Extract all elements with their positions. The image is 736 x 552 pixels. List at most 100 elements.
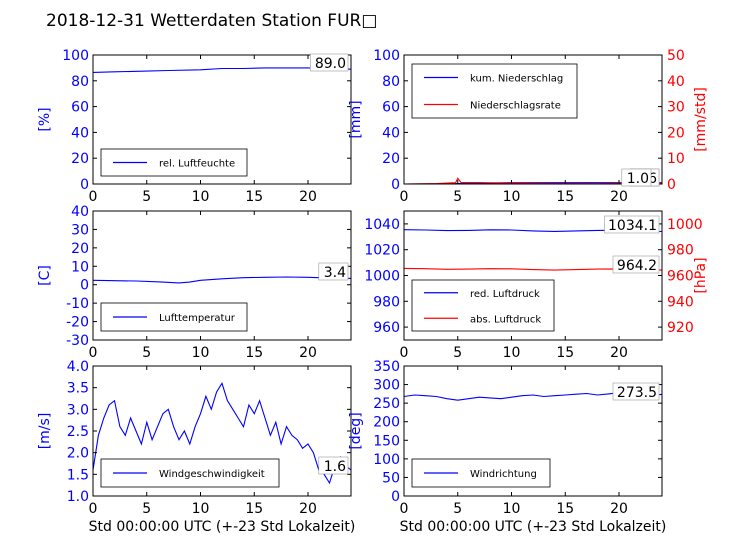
temperature-ytick-label: -30 (66, 333, 89, 349)
precip-y2tick-label: 40 (667, 74, 685, 90)
temperature-ytick-label: 0 (80, 278, 89, 294)
precip-frame (403, 54, 663, 185)
windspeed-legend-label: Windgeschwindigkeit (159, 469, 265, 480)
humidity-xtick-label: 15 (245, 189, 263, 205)
pressure-ytick-label: 1000 (364, 269, 400, 285)
pressure-y2tick-label: 920 (667, 320, 694, 336)
winddir-last-value: 273.5 (617, 385, 657, 401)
temperature-xtick-label: 0 (89, 345, 98, 361)
temperature-xtick-label: 10 (192, 345, 210, 361)
precip-last-value-overlay-box (621, 168, 652, 187)
humidity-ylabel: [%] (37, 107, 53, 131)
temperature-ytick-label: 10 (71, 259, 89, 275)
windspeed-legend (100, 458, 280, 488)
humidity-xtick-label: 20 (299, 189, 317, 205)
winddir-ytick-label: 300 (373, 378, 400, 394)
pressure-ytick-label: 960 (373, 320, 400, 336)
winddir-legend-label: Windrichtung (470, 469, 537, 480)
winddir-last-value-box (612, 382, 660, 401)
pressure-legend-label: red. Luftdruck (470, 289, 540, 300)
pressure-ytick-label: 980 (373, 294, 400, 310)
humidity-ytick-label: 80 (71, 74, 89, 90)
humidity-ytick-label: 60 (71, 100, 89, 116)
pressure-y2label: [hPa] (693, 257, 709, 293)
temperature-ytick-label: 20 (71, 241, 89, 257)
pressure-last-value-box (604, 215, 660, 234)
precip-y2tick-label: 20 (667, 125, 685, 141)
humidity-xtick-label: 10 (192, 189, 210, 205)
winddir-xtick-label: 0 (400, 501, 409, 517)
precip-xtick-label: 10 (503, 189, 521, 205)
pressure-ytick-label: 1040 (364, 217, 400, 233)
humidity-ytick-label: 0 (80, 177, 89, 193)
precip-y2tick-label: 10 (667, 151, 685, 167)
pressure-xtick-label: 15 (556, 345, 574, 361)
temperature-xtick-label: 5 (142, 345, 151, 361)
pressure-legend (411, 279, 555, 332)
x-axis-label-left: Std 00:00:00 UTC (+-23 Std Lokalzeit) (89, 519, 356, 535)
humidity-ytick-label: 100 (62, 48, 89, 64)
precip-ytick-label: 100 (373, 48, 400, 64)
windspeed-ylabel: [m/s] (37, 413, 53, 450)
winddir-panel: 0 5 10 15 20050100150200250300350[deg]Windri… (348, 359, 663, 517)
pressure-last-value: 1034.1 (608, 218, 657, 234)
pressure-y2tick-label: 940 (667, 294, 694, 310)
temperature-last-value-box (318, 262, 349, 281)
precip-ytick-label: 80 (382, 74, 400, 90)
temperature-last-value: 3.4 (324, 265, 346, 281)
figure-title: 2018-12-31 Wetterdaten Station FUR□ (46, 11, 377, 31)
pressure-y2tick-label: 960 (667, 269, 694, 285)
windspeed-ytick-label: 1.0 (67, 489, 89, 505)
precip-panel: 0 5 10 15 20 0 20 40 60 80 100 0 10 20 30 40 50 [mm] [mm/s… (348, 48, 709, 205)
pressure-ytick-label: 1020 (364, 243, 400, 259)
precip-y2tick-label: 50 (667, 48, 685, 64)
precip-xtick-label: 15 (556, 189, 574, 205)
pressure-xtick-label: 5 (453, 345, 462, 361)
precip-y2label: [mm/std] (693, 87, 709, 152)
winddir-ytick-label: 350 (373, 359, 400, 375)
temperature-ytick-label: -20 (66, 315, 89, 331)
winddir-xtick-label: 15 (556, 501, 574, 517)
windspeed-last-value: 1.6 (324, 459, 346, 475)
windspeed-xtick-label: 15 (245, 501, 263, 517)
humidity-ytick-label: 40 (71, 125, 89, 141)
windspeed-panel: 0 5 10 15 20 1.0 1.5 2.0 2.5 3.0 3.5 4.0 [m/s] Windge… (37, 359, 352, 517)
humidity-legend-label: rel. Luftfeuchte (159, 159, 235, 170)
winddir-ytick-label: 150 (373, 433, 400, 449)
humidity-xtick-label: 0 (89, 189, 98, 205)
precip-ytick-label: 60 (382, 100, 400, 116)
humidity-frame (92, 54, 352, 185)
temperature-ytick-label: 40 (71, 204, 89, 220)
winddir-ytick-label: 50 (382, 470, 400, 486)
windspeed-ytick-label: 4.0 (67, 359, 89, 375)
precip-ytick-label: 0 (391, 177, 400, 193)
winddir-xtick-label: 5 (453, 501, 462, 517)
winddir-legend (411, 458, 551, 488)
precip-legend (411, 63, 578, 119)
pressure-xtick-label: 0 (400, 345, 409, 361)
temperature-legend-label: Lufttemperatur (159, 313, 236, 324)
precip-ylabel: [mm] (348, 100, 364, 138)
humidity-xtick-label: 5 (142, 189, 151, 205)
winddir-ytick-label: 250 (373, 396, 400, 412)
windspeed-xtick-label: 20 (299, 501, 317, 517)
precip-last-value-overlay: 1.0 (627, 171, 649, 187)
winddir-xtick-label: 10 (503, 501, 521, 517)
precip-y2tick-label: 0 (667, 177, 676, 193)
windspeed-xtick-label: 10 (192, 501, 210, 517)
windspeed-xtick-label: 5 (142, 501, 151, 517)
winddir-ytick-label: 100 (373, 452, 400, 468)
temperature-xtick-label: 20 (299, 345, 317, 361)
precip-y2tick-label: 30 (667, 100, 685, 116)
temperature-series-0 (92, 276, 352, 284)
windspeed-ytick-label: 3.5 (67, 381, 89, 397)
winddir-xtick-label: 20 (610, 501, 628, 517)
temperature-panel: 0 5 10 15 20 -30 -20 -10 0 10 20 30 40 [C] Lufttempera… (37, 204, 352, 361)
winddir-ytick-label: 200 (373, 415, 400, 431)
temperature-frame (92, 210, 352, 341)
winddir-ylabel: [deg] (348, 412, 364, 449)
x-axis-label-right: Std 00:00:00 UTC (+-23 Std Lokalzeit) (400, 519, 667, 535)
humidity-last-value-box (310, 53, 349, 72)
